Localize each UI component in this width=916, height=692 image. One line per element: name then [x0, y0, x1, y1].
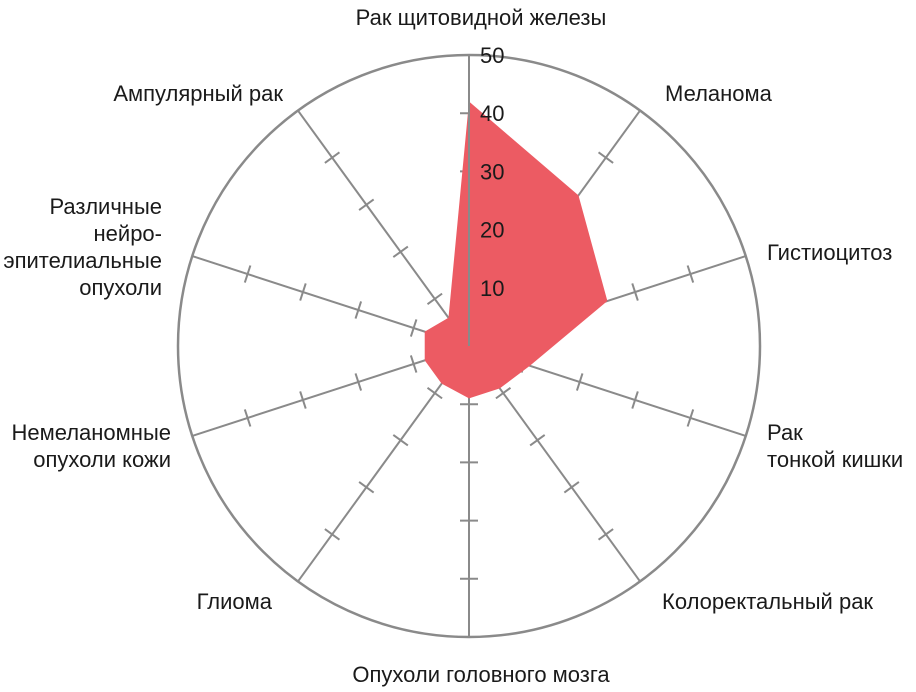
tick-mark: [495, 386, 512, 400]
category-label-line: нейро-: [94, 221, 162, 246]
category-label-line: Глиома: [197, 589, 273, 614]
spoke-7: [191, 345, 470, 437]
tick-mark: [392, 434, 409, 447]
tick-label-20: 20: [480, 218, 504, 243]
tick-label-30: 30: [480, 159, 504, 184]
tick-label-10: 10: [480, 276, 504, 301]
category-label-4: Колоректальный рак: [662, 589, 873, 614]
tick-mark: [686, 265, 695, 283]
tick-mark: [299, 283, 307, 301]
tick-mark: [563, 481, 580, 494]
category-label-line: опухоли: [79, 275, 162, 300]
category-label-line: Гистиоцитоз: [767, 240, 892, 265]
tick-mark: [426, 292, 443, 306]
tick-mark: [354, 301, 363, 319]
tick-mark: [597, 151, 614, 164]
tick-mark: [631, 283, 639, 301]
tick-mark: [299, 391, 307, 409]
tick-mark: [409, 355, 418, 373]
tick-mark: [392, 245, 409, 258]
tick-mark: [597, 528, 614, 541]
tick-mark: [354, 373, 363, 391]
tick-label-40: 40: [480, 101, 504, 126]
category-label-line: Опухоли головного мозга: [352, 662, 610, 687]
tick-mark: [358, 198, 375, 211]
category-label-line: тонкой кишки: [767, 447, 903, 472]
tick-mark: [358, 481, 375, 494]
category-label-5: Опухоли головного мозга: [352, 662, 610, 687]
category-label-line: эпителиальные: [3, 248, 162, 273]
tick-mark: [324, 151, 341, 164]
tick-mark: [243, 265, 252, 283]
tick-mark: [324, 528, 341, 541]
category-label-1: Меланома: [665, 81, 773, 106]
spoke-6: [297, 345, 470, 583]
category-label-line: Различные: [49, 194, 162, 219]
tick-mark: [243, 409, 252, 427]
spoke-9: [297, 109, 470, 347]
category-label-line: Меланома: [665, 81, 773, 106]
category-label-line: опухоли кожи: [33, 447, 171, 472]
category-label-line: Рак: [767, 420, 803, 445]
category-label-line: Колоректальный рак: [662, 589, 873, 614]
tick-mark: [575, 373, 584, 391]
tick-label-50: 50: [480, 43, 504, 68]
category-label-0: Рак щитовидной железы: [356, 5, 607, 30]
category-label-line: Немеланомные: [11, 420, 171, 445]
spoke-8: [191, 255, 470, 347]
category-label-6: Глиома: [197, 589, 273, 614]
tick-mark: [686, 409, 695, 427]
category-label-line: Ампулярный рак: [113, 81, 283, 106]
category-label-9: Ампулярный рак: [113, 81, 283, 106]
tick-mark: [426, 386, 443, 400]
category-label-line: Рак щитовидной железы: [356, 5, 607, 30]
category-label-2: Гистиоцитоз: [767, 240, 892, 265]
tick-labels: 10 20 30 40 50: [480, 43, 504, 301]
tick-mark: [529, 434, 546, 447]
tick-mark: [409, 319, 418, 337]
tick-mark: [631, 391, 639, 409]
category-labels: Рак щитовидной железы Меланома Гистиоцитоз…: [3, 5, 903, 687]
series-area: [424, 101, 608, 399]
